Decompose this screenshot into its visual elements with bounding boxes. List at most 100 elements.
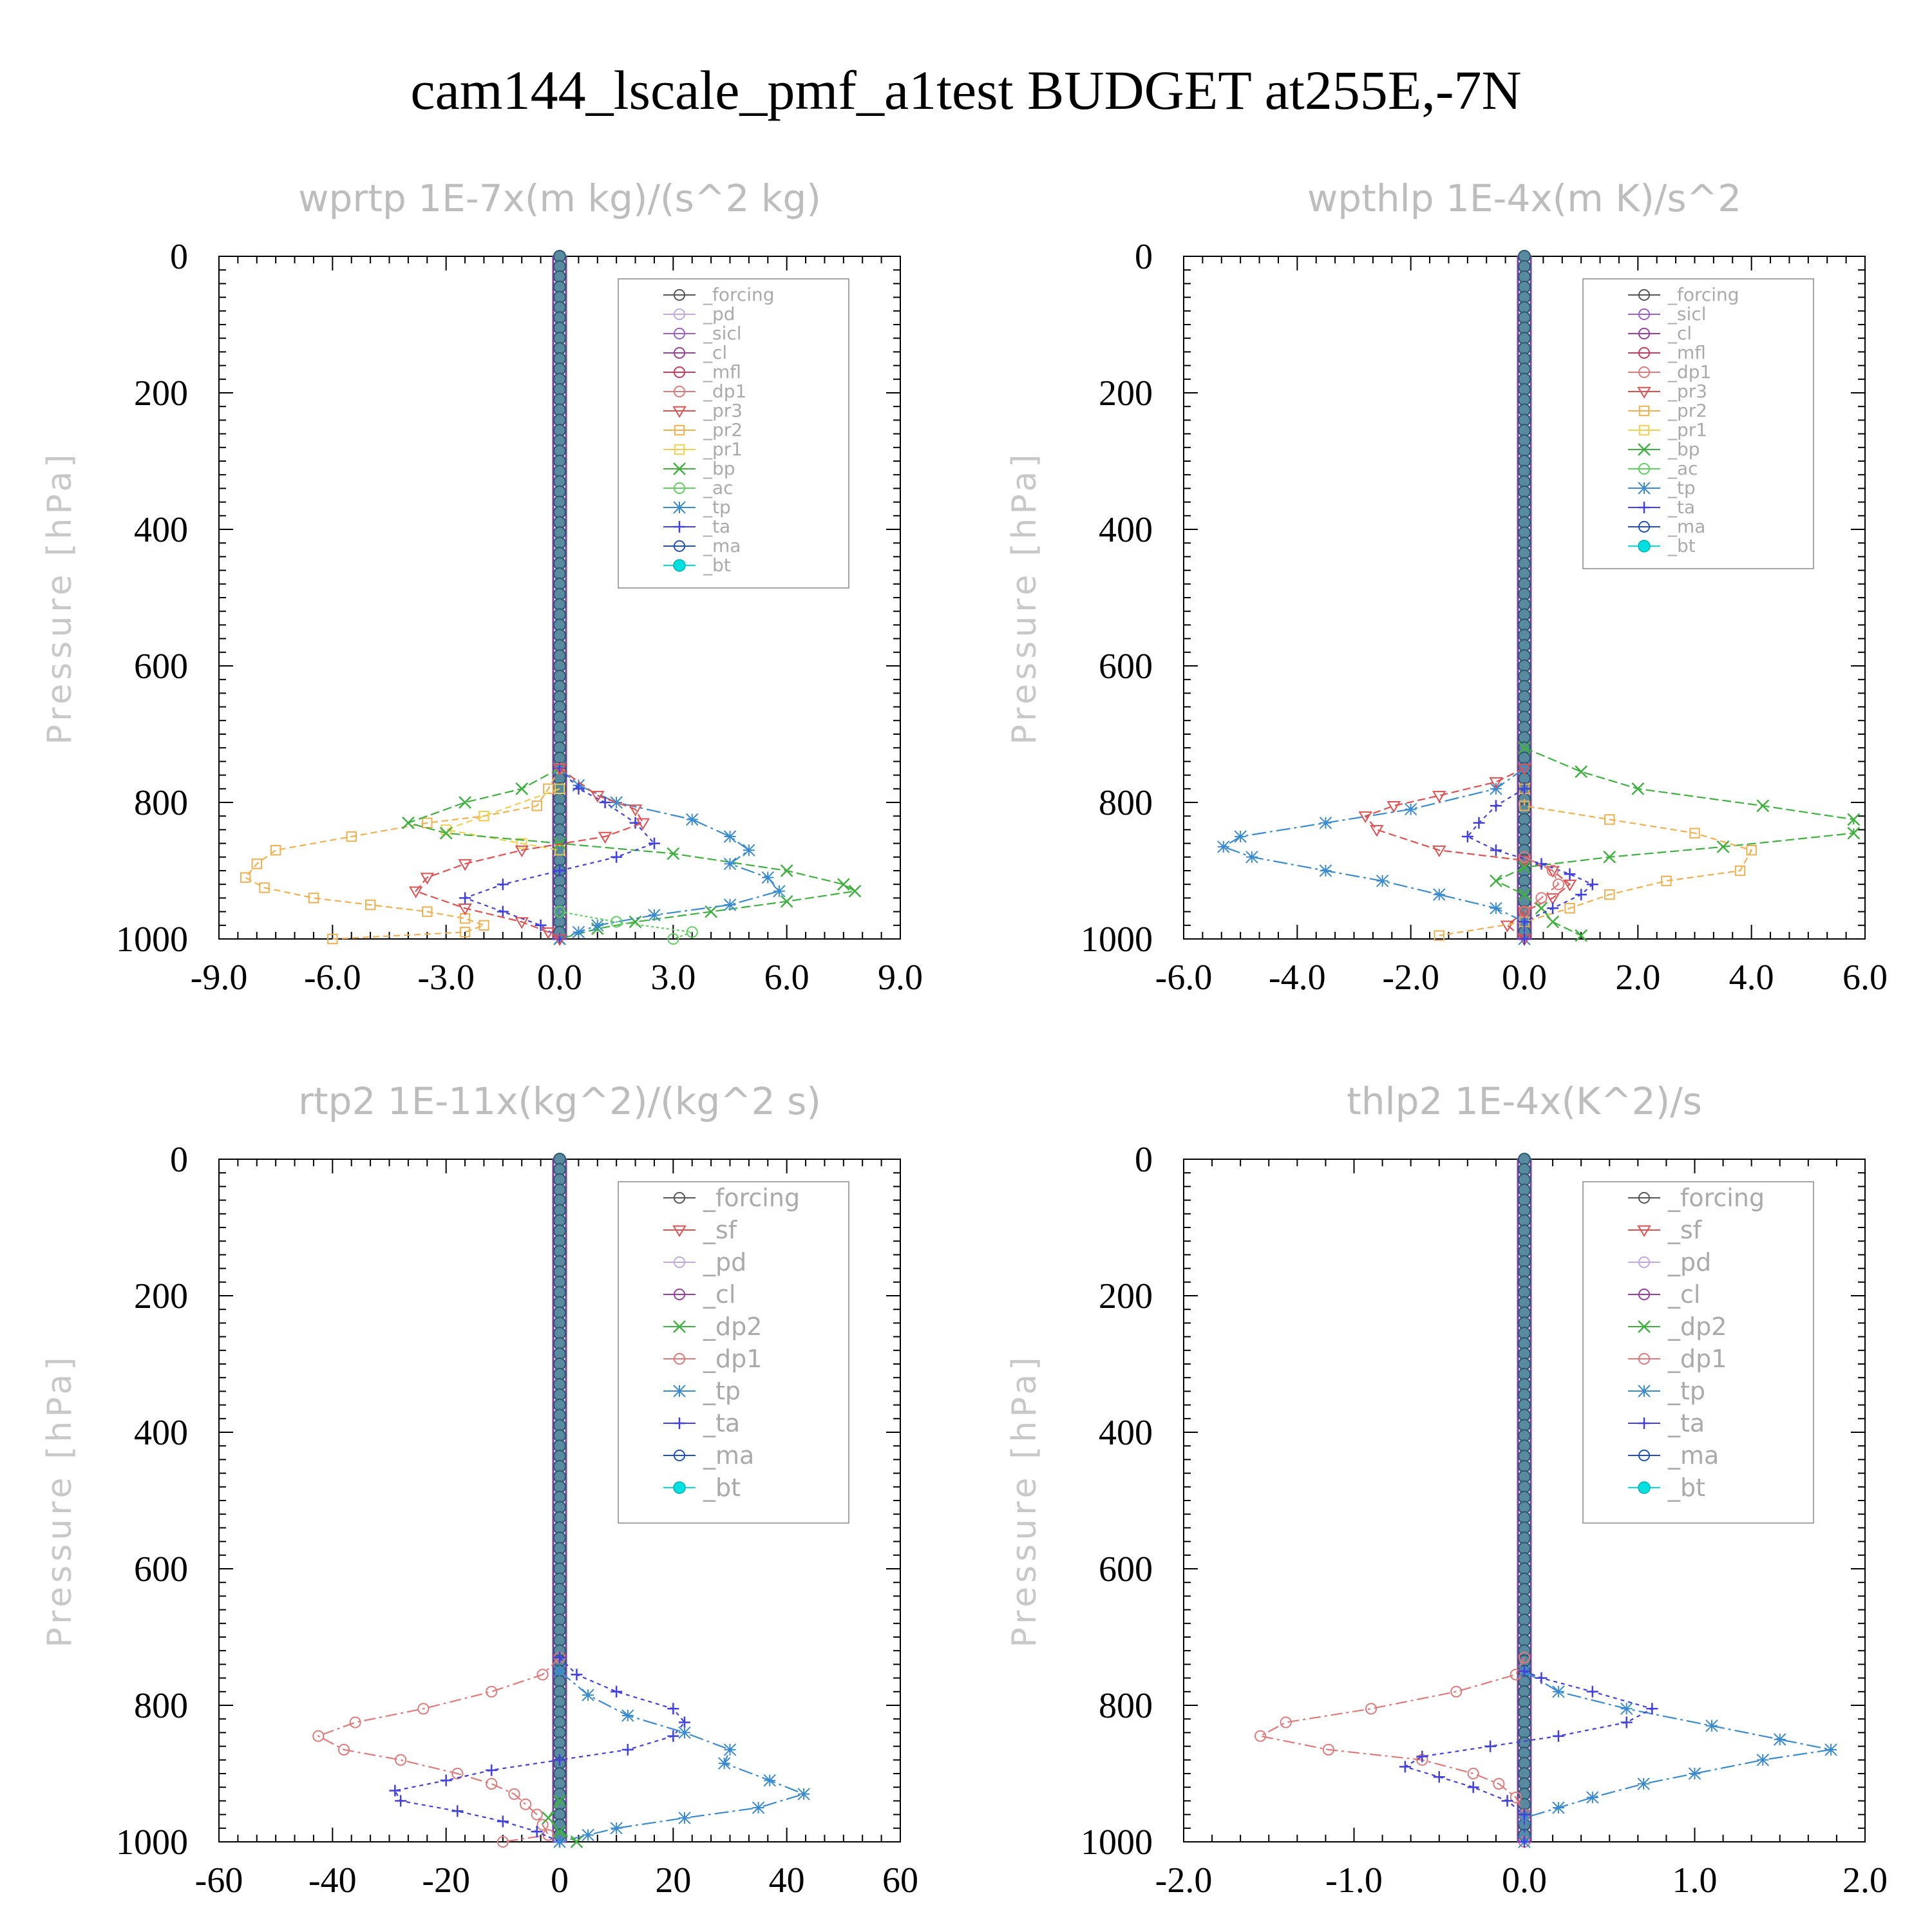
legend-item-pr1: _pr1: [1628, 419, 1707, 440]
series-marker: [1689, 828, 1700, 838]
series-marker: [648, 909, 661, 922]
x-tick-label: -4.0: [1269, 958, 1326, 998]
series-marker: [389, 1785, 401, 1797]
legend-item-tp: _tp: [663, 497, 731, 518]
series-marker: [251, 858, 262, 869]
series-marker: [572, 925, 585, 939]
series-marker: [598, 831, 612, 844]
legend-item-cl: _cl: [1628, 323, 1692, 344]
series-marker: [672, 406, 687, 418]
series-marker: [536, 1669, 549, 1681]
legend-label: _sf: [1667, 1216, 1703, 1244]
series-marker: [761, 871, 774, 884]
series-marker: [1510, 1792, 1522, 1804]
series-line: [1439, 788, 1753, 936]
series-marker: [531, 1808, 543, 1821]
series-marker: [723, 1743, 737, 1756]
legend-label: _mfl: [703, 361, 741, 383]
series-marker: [674, 444, 685, 455]
panel-title: wprtp 1E-7x(m kg)/(s^2 kg): [298, 176, 821, 220]
y-tick-label: 800: [1099, 1686, 1153, 1726]
series-marker: [1254, 1730, 1267, 1742]
series-marker: [1500, 920, 1515, 933]
series-marker: [1637, 1225, 1651, 1237]
series-marker: [1688, 1767, 1701, 1780]
series-marker: [1847, 826, 1861, 840]
series-marker: [1433, 1771, 1445, 1783]
series-marker: [1489, 777, 1503, 790]
legend-label: _bt: [703, 1473, 741, 1502]
chart-panel-4: thlp2 1E-4x(K^2)/s Pressure [hPa] -2.0 -1.0…: [1005, 1079, 1888, 1900]
series-marker: [673, 1385, 686, 1397]
x-tick-label: -2.0: [1382, 958, 1439, 998]
series-marker: [674, 521, 685, 533]
legend-swatch-marker: [1638, 540, 1651, 553]
legend-item-dp2: _dp2: [1628, 1312, 1727, 1341]
legend-label: _pr1: [703, 439, 743, 460]
x-tick-label: 0.0: [1502, 958, 1547, 998]
y-tick-label: 400: [1099, 1413, 1153, 1453]
legend-label: _forcing: [703, 1184, 800, 1212]
series-marker: [1586, 1685, 1598, 1698]
legend: _forcing _sf _pd _cl _dp2 _dp1 _tp _ta _ma _bt: [618, 1181, 849, 1524]
legend-item-sf: _sf: [663, 1216, 738, 1244]
legend-label: _mfl: [1667, 342, 1706, 363]
legend-item-forcing: _forcing: [1628, 284, 1739, 305]
series-dp1: [1518, 851, 1564, 918]
legend-label: _pr1: [1667, 419, 1707, 440]
legend-item-ac: _ac: [1628, 458, 1698, 479]
legend-label: _pd: [703, 303, 735, 325]
series-marker: [451, 1767, 464, 1780]
series-marker: [1756, 799, 1770, 813]
series-marker: [1535, 1672, 1548, 1684]
legend-item-cl: _cl: [663, 1280, 735, 1309]
series-marker: [673, 1320, 686, 1333]
legend-label: _sf: [703, 1216, 738, 1244]
legend-label: _forcing: [703, 284, 775, 305]
series-marker: [1433, 888, 1446, 901]
series-marker: [773, 885, 786, 898]
series-marker: [1638, 482, 1651, 495]
series-marker: [678, 1812, 691, 1824]
legend-item-pr1: _pr1: [663, 439, 743, 460]
series-marker: [1217, 840, 1230, 853]
series-marker: [780, 864, 793, 877]
series-marker: [1490, 902, 1502, 915]
series-line: [547, 1800, 578, 1842]
x-tick-label: 4.0: [1729, 958, 1774, 998]
series-marker: [327, 933, 338, 945]
series-marker: [553, 1794, 566, 1808]
series-marker: [554, 1651, 565, 1663]
series-marker: [1518, 905, 1531, 918]
series-marker: [553, 1825, 566, 1838]
series-marker: [440, 824, 451, 835]
legend-item-tp: _tp: [663, 1377, 741, 1405]
series-marker: [1519, 933, 1530, 945]
chart-panel-1: wprtp 1E-7x(m kg)/(s^2 kg) Pressure [hPa]…: [41, 176, 923, 998]
series-marker: [573, 782, 585, 795]
series-marker: [541, 927, 556, 940]
legend-item-forcing: _forcing: [1628, 1184, 1765, 1212]
series-marker: [673, 327, 686, 340]
series-ta: [1461, 782, 1598, 945]
legend-item-ta: _ta: [1628, 1409, 1705, 1437]
series-marker: [1546, 915, 1559, 929]
series-marker: [1399, 1761, 1411, 1773]
series-ta: [1399, 1665, 1658, 1848]
series-marker: [1746, 845, 1757, 856]
y-tick-label: 200: [1099, 1276, 1153, 1316]
series-marker: [1535, 892, 1548, 904]
series-marker: [349, 1716, 361, 1728]
series-line: [244, 768, 560, 940]
series-marker: [553, 1835, 566, 1848]
series-marker: [1461, 831, 1473, 842]
series-marker: [674, 424, 685, 436]
series-line: [1403, 1670, 1654, 1842]
chart-panel-3: rtp2 1E-11x(kg^2)/(kg^2 s) Pressure [hPa]…: [41, 1079, 918, 1900]
series-marker: [1552, 1801, 1565, 1814]
y-tick-label: 200: [134, 1276, 188, 1316]
series-marker: [628, 804, 643, 817]
series-marker: [365, 899, 376, 911]
y-axis-label: Pressure [hPa]: [1005, 451, 1044, 745]
series-line: [406, 768, 857, 940]
